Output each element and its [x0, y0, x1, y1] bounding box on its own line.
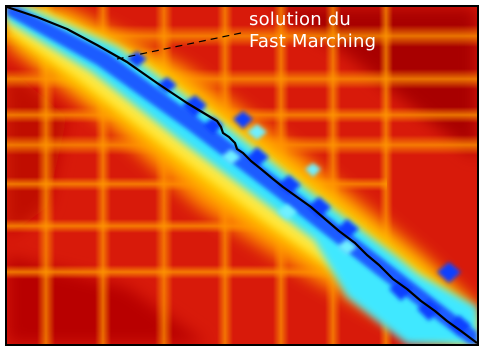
diagonal-blue [7, 7, 477, 344]
distance-heatmap [5, 5, 479, 346]
annotation-label: solution du Fast Marching [249, 9, 376, 53]
annotation-leader-line [116, 32, 242, 60]
fast-marching-path [7, 7, 477, 344]
annotation-line-1: solution du [249, 9, 352, 30]
heatmap-svg [7, 7, 477, 344]
cyan-pockets [221, 124, 357, 255]
annotation-line-2: Fast Marching [249, 31, 377, 52]
